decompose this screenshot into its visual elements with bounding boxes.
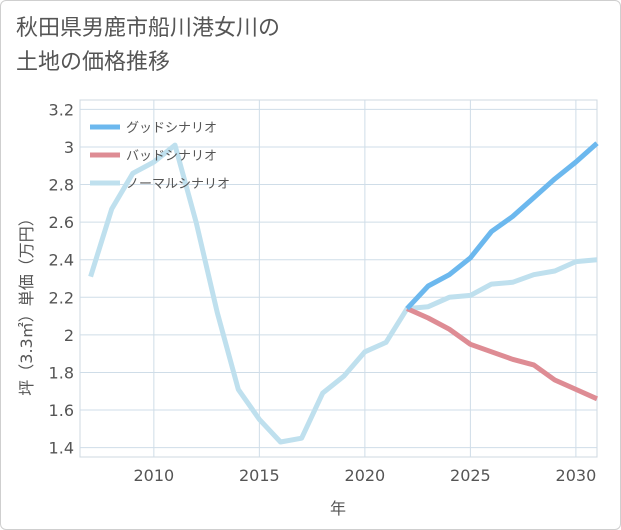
y-tick-label: 3: [64, 138, 74, 157]
y-tick-label: 2.2: [49, 288, 74, 307]
plot-area: [79, 99, 598, 458]
y-axis-label: 坪（3.3㎡）単価（万円）: [17, 210, 36, 395]
x-tick-label: 2020: [345, 466, 386, 485]
legend-label: グッドシナリオ: [126, 121, 217, 136]
x-tick-label: 2010: [133, 466, 174, 485]
series-line-1: [406, 306, 599, 402]
y-tick-label: 3.2: [49, 100, 74, 119]
legend-label: バッドシナリオ: [126, 149, 217, 164]
y-tick-label: 2.6: [49, 213, 74, 232]
x-tick-label: 2025: [450, 466, 491, 485]
y-tick-label: 1.4: [49, 439, 74, 458]
y-tick-label: 1.8: [49, 363, 74, 382]
y-tick-labels: 1.4 1.6 1.8 2 2.2 2.4 2.6 2.8 3 3.2: [49, 100, 74, 457]
chart-title-line1: 秋田県男鹿市船川港女川の: [16, 16, 281, 41]
series-line-2: [88, 142, 598, 445]
chart-title-line2: 土地の価格推移: [16, 50, 171, 75]
y-tick-label: 2: [64, 326, 74, 345]
y-tick-label: 1.6: [49, 401, 74, 420]
series-line-0: [405, 141, 599, 311]
x-tick-label: 2015: [239, 466, 280, 485]
x-axis-label: 年: [330, 499, 346, 518]
x-tick-label: 2030: [556, 466, 597, 485]
series-lines: [88, 141, 599, 445]
chart-title: 秋田県男鹿市船川港女川の 土地の価格推移: [16, 12, 280, 80]
y-tick-label: 2.8: [49, 176, 74, 195]
y-gridlines: [80, 108, 597, 449]
legend-label: ノーマルシナリオ: [126, 177, 230, 192]
y-tick-label: 2.4: [49, 251, 74, 270]
x-tick-labels: 2010 2015 2020 2025 2030: [133, 466, 596, 485]
